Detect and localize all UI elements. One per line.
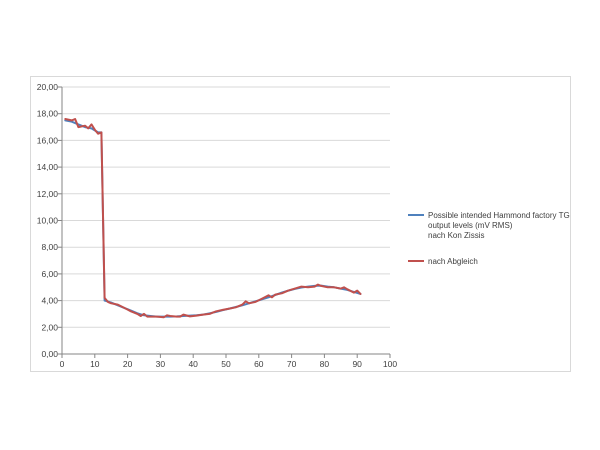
legend: Possible intended Hammond factory TGoutp… [408, 211, 570, 266]
y-tick-label: 18,00 [37, 109, 59, 119]
x-tick-label: 10 [90, 359, 100, 369]
axes [58, 86, 391, 358]
x-tick-label: 40 [188, 359, 198, 369]
y-tick-label: 16,00 [37, 135, 59, 145]
y-tick-label: 4,00 [41, 296, 58, 306]
gridlines [62, 86, 390, 328]
y-tick-label: 8,00 [41, 242, 58, 252]
y-tick-label: 6,00 [41, 269, 58, 279]
chart-container: 0,00 2,00 4,00 6,00 8,00 10,00 12,00 14,00 16,00… [30, 76, 571, 372]
y-tick-label: 2,00 [41, 322, 58, 332]
y-tick-label: 0,00 [41, 349, 58, 359]
series-line-1 [64, 119, 362, 318]
x-tick-label: 30 [156, 359, 166, 369]
x-tick-label: 60 [254, 359, 264, 369]
x-tick-label: 80 [320, 359, 330, 369]
x-tick-label: 20 [123, 359, 133, 369]
x-tick-label: 100 [383, 359, 397, 369]
x-tick-label: 70 [287, 359, 297, 369]
series-line-2 [64, 118, 362, 319]
y-tick-label: 14,00 [37, 162, 59, 172]
plot-series [64, 118, 362, 319]
y-tick-label: 20,00 [37, 82, 59, 92]
line-chart: 0,00 2,00 4,00 6,00 8,00 10,00 12,00 14,00 16,00… [37, 82, 570, 369]
y-tick-label: 12,00 [37, 189, 59, 199]
legend-label: nach Abgleich [428, 257, 478, 266]
y-axis-tick-labels: 0,00 2,00 4,00 6,00 8,00 10,00 12,00 14,00 16,00… [37, 82, 59, 359]
x-tick-label: 0 [60, 359, 65, 369]
legend-label: nach Kon Zissis [428, 231, 484, 240]
y-tick-label: 10,00 [37, 216, 59, 226]
legend-label: output levels (mV RMS) [428, 221, 513, 230]
x-tick-label: 50 [221, 359, 231, 369]
x-tick-label: 90 [352, 359, 362, 369]
legend-label: Possible intended Hammond factory TG [428, 211, 570, 220]
x-axis-tick-labels: 0 10 20 30 40 50 60 70 80 90 100 [60, 359, 398, 369]
